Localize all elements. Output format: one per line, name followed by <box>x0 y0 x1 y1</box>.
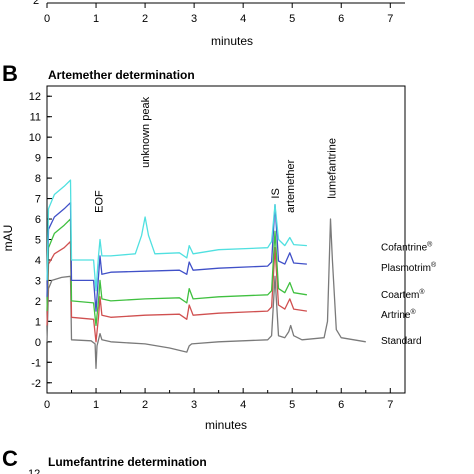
xtick-label: 6 <box>338 399 344 411</box>
panel-b-annotations: EOF unknown peak IS artemether lumefantrine <box>93 96 338 212</box>
panel-a-xtick-label: 7 <box>387 13 393 25</box>
ytick-label: 5 <box>35 235 41 247</box>
panel-b-letter: B <box>2 61 18 86</box>
xtick-label: 3 <box>191 399 197 411</box>
panel-a-xtick-label: 0 <box>44 13 50 25</box>
annotation-4: lumefantrine <box>326 138 338 199</box>
xtick-label: 4 <box>240 399 246 411</box>
annotation-1: unknown peak <box>140 96 152 167</box>
ytick-label: -1 <box>31 357 41 369</box>
annotation-3: artemether <box>285 159 297 213</box>
panel-a-xtick-label: 1 <box>93 13 99 25</box>
ytick-label: 4 <box>35 255 41 267</box>
legend-label-4: Cofantrine® <box>381 241 433 254</box>
legend-label-0: Standard <box>381 336 422 347</box>
legend-label-1: Artrine® <box>381 308 416 321</box>
xtick-label: 1 <box>93 399 99 411</box>
panel-b-title: Artemether determination <box>48 68 195 82</box>
panel-a-xtick-label: 3 <box>191 13 197 25</box>
panel-a-xtick-label: 2 <box>142 13 148 25</box>
panel-c-ytick-partial: 12 <box>28 468 40 474</box>
panel-a-xtick-label: 6 <box>338 13 344 25</box>
panel-c-title: Lumefantrine determination <box>48 455 207 469</box>
series-line-0 <box>46 218 366 370</box>
ytick-label: 3 <box>35 275 41 287</box>
xtick-label: 7 <box>387 399 393 411</box>
plot-frame <box>46 85 406 394</box>
series-line-2 <box>46 218 308 327</box>
ytick-label: 8 <box>35 173 41 185</box>
panel-b-x-axis-title: minutes <box>205 418 247 432</box>
panel-a-xtick-label: 5 <box>289 13 295 25</box>
annotation-2: IS <box>270 188 282 198</box>
ytick-label: 9 <box>35 153 41 165</box>
ytick-label: 12 <box>29 91 41 103</box>
ytick-label: -2 <box>31 378 41 390</box>
panel-a-xtick-label: 4 <box>240 13 246 25</box>
panel-c-fragment: C Lumefantrine determination 12 <box>2 446 207 474</box>
ytick-label: 11 <box>30 112 41 124</box>
ytick-label: 10 <box>29 132 41 144</box>
panel-a-x-axis-title: minutes <box>211 34 253 48</box>
legend-label-3: Plasmotrim® <box>381 261 437 274</box>
xtick-label: 0 <box>44 399 50 411</box>
xtick-label: 2 <box>142 399 148 411</box>
panel-b-y-axis-title: mAU <box>1 225 15 252</box>
ytick-label: 0 <box>35 337 41 349</box>
ytick-label: 1 <box>35 316 41 328</box>
ytick-label: 7 <box>35 194 41 206</box>
ytick-label: 2 <box>35 296 41 308</box>
panel-a-fragment: 2 0 1 2 3 4 5 6 7 minutes <box>33 0 405 48</box>
panel-b-series <box>46 179 366 370</box>
series-line-1 <box>46 240 307 343</box>
ytick-label: 6 <box>35 214 41 226</box>
legend-label-2: Coartem® <box>381 288 425 301</box>
annotation-0: EOF <box>93 190 105 213</box>
panel-c-letter: C <box>2 446 18 471</box>
series-line-4 <box>46 179 307 292</box>
panel-b: B Artemether determination -2-1012345678… <box>1 61 437 432</box>
panel-b-legend: Standard Artrine® Coartem® Plasmotrim® Cofan… <box>381 241 437 347</box>
xtick-label: 5 <box>289 399 295 411</box>
panel-a-x-ticks: 0 1 2 3 4 5 6 7 <box>44 3 393 25</box>
panel-a-ytick-partial: 2 <box>33 0 39 7</box>
